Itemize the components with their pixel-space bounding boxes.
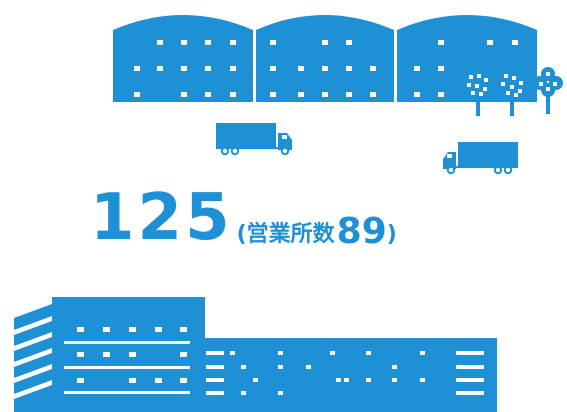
- office-count-value: 89: [336, 211, 387, 252]
- facility-count: 125 ( 営業所数 89 ): [90, 186, 397, 250]
- total-count-value: 125: [90, 181, 233, 255]
- truck-icon: [443, 142, 518, 175]
- truck-icon: [216, 123, 292, 156]
- office-count-label: 営業所数: [246, 222, 335, 247]
- warehouse-icon: [113, 15, 537, 102]
- open-paren: (: [236, 222, 247, 247]
- factory-icon: [14, 297, 497, 412]
- close-paren: ): [386, 222, 397, 247]
- tree-icon: [463, 67, 563, 116]
